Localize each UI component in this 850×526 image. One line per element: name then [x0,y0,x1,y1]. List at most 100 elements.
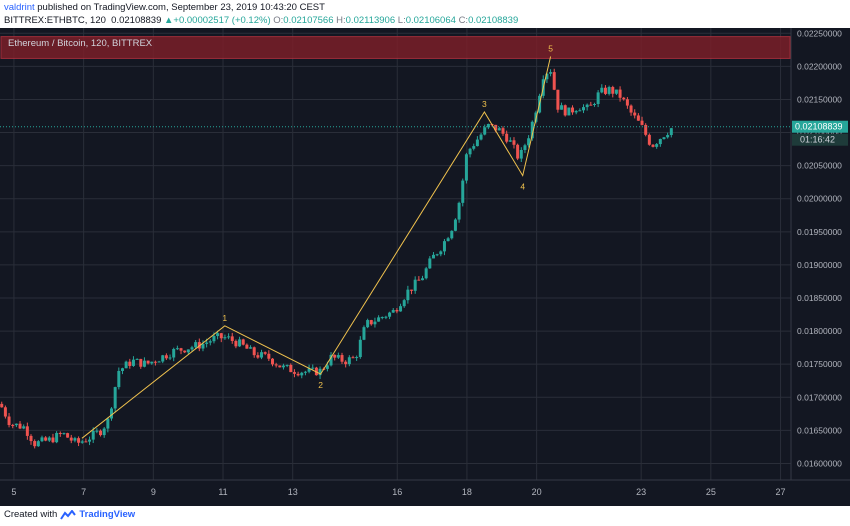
wave-label: 5 [548,43,553,53]
symbol-line: BITTREX:ETHBTC, 120 0.02108839 ▲+0.00002… [4,15,518,26]
candle-body [33,441,37,447]
x-tick-label: 11 [218,487,227,497]
close-label: C: [458,15,469,26]
candle-body [44,437,48,441]
y-tick-label: 0.01650000 [797,425,842,435]
high-value: 0.02113906 [345,15,396,26]
candle-body [22,426,26,429]
candle-body [421,278,425,281]
candle-body [585,104,589,108]
candle-body [260,352,264,358]
candle-body [607,87,611,94]
symbol-text: BITTREX:ETHBTC, 120 [4,15,106,26]
y-tick-label: 0.01800000 [797,326,842,336]
candle-body [442,241,446,252]
wave-label: 4 [520,182,525,192]
candle-body [14,423,18,426]
y-tick-label: 0.02150000 [797,94,842,104]
candle-body [25,426,29,436]
candle-body [190,347,194,350]
candle-body [369,320,373,325]
candle-body [223,337,227,339]
candle-body [296,373,300,376]
candle-body [351,357,355,359]
candle-body [212,336,216,342]
candle-body [640,120,644,125]
candle-body [124,361,128,369]
candle-body [344,361,348,365]
last-price-box [792,120,848,133]
price-axis[interactable]: 0.022500000.022000000.021500000.02100000… [797,28,842,468]
y-tick-label: 0.01950000 [797,227,842,237]
candle-body [347,357,351,365]
candle-body [633,112,637,116]
candle-body [340,355,344,362]
candle-body [636,115,640,121]
y-tick-label: 0.02050000 [797,161,842,171]
candle-body [303,371,307,373]
x-tick-label: 16 [392,487,402,497]
candle-body [464,154,468,181]
candle-body [289,364,293,373]
candle-body [0,403,4,408]
tradingview-brand[interactable]: TradingView [79,509,136,520]
candle-body [366,320,370,328]
open-label: O: [273,15,284,26]
candle-body [69,437,73,441]
candle-body [439,251,443,255]
x-tick-label: 5 [11,487,16,497]
x-tick-label: 9 [151,487,156,497]
candle-body [483,127,487,135]
candle-body [497,128,501,131]
candle-body [241,339,245,345]
candle-body [600,87,604,93]
candle-body [603,87,607,94]
candle-body [479,134,483,140]
y-tick-label: 0.02000000 [797,194,842,204]
candle-body [270,358,274,365]
wave-label: 2 [318,380,323,390]
candle-body [102,428,106,436]
candle-body [618,89,622,98]
x-tick-label: 27 [776,487,786,497]
candle-body [545,73,549,80]
candle-body [589,104,593,106]
candle-body [66,433,70,438]
candle-body [40,437,44,442]
candle-body [51,437,55,443]
candle-body [512,140,516,145]
candle-body [519,149,523,159]
elliott-wave-group: 1 2 3 4 5 [81,43,553,439]
x-tick-label: 7 [81,487,86,497]
candle-body [516,144,520,159]
time-axis[interactable]: 5 7 9 11 13 16 18 20 23 25 27 [11,487,785,497]
candle-body [216,333,220,337]
candle-body [508,140,512,142]
candle-body [256,355,260,358]
candle-body [172,348,176,358]
candle-body [29,435,33,442]
candle-body [388,312,392,317]
candle-body [110,408,114,419]
chart-background [0,28,850,506]
y-tick-label: 0.01750000 [797,359,842,369]
candle-body [314,367,318,376]
candle-body [131,359,135,366]
y-tick-label: 0.01600000 [797,458,842,468]
change-value: +0.00002517 (+0.12%) [173,15,271,26]
candle-body [139,358,143,367]
candle-body [278,365,282,368]
candle-body [80,441,84,443]
author-link[interactable]: valdrint [4,2,35,13]
last-price-label: 0.02108839 [795,122,843,132]
candle-body [311,367,315,369]
candle-body [669,128,673,136]
y-tick-label: 0.02250000 [797,28,842,38]
candle-body [578,110,582,112]
grid-lines [0,28,791,480]
candle-body [117,370,121,388]
candle-body [395,310,399,312]
candle-body [552,72,556,90]
candle-body [3,407,7,417]
